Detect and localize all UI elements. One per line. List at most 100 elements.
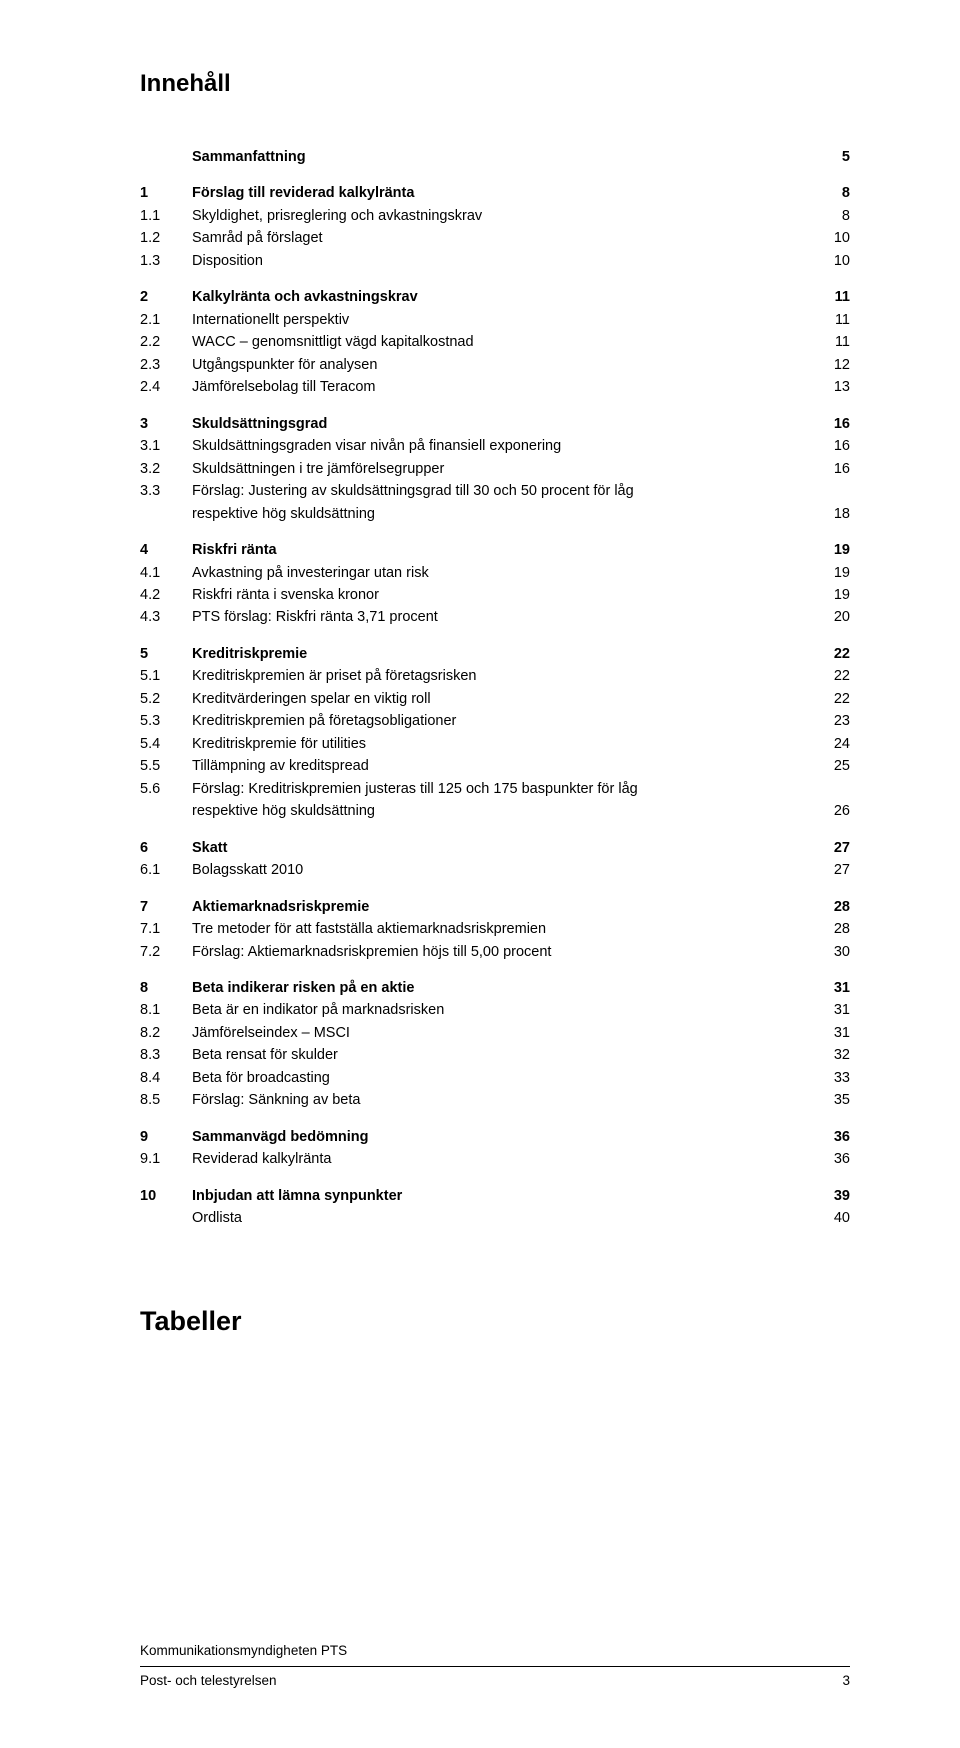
toc-label: Tre metoder för att fastställa aktiemark… (192, 918, 822, 940)
toc-num: 5.6 (140, 778, 192, 800)
toc-page: 8 (822, 205, 850, 227)
toc-page: 23 (822, 710, 850, 732)
toc-sub-row: 4.3PTS förslag: Riskfri ränta 3,71 proce… (140, 606, 850, 628)
toc-num: 8.5 (140, 1089, 192, 1111)
toc-page: 10 (822, 227, 850, 249)
toc-sub-row: 5.5Tillämpning av kreditspread25 (140, 755, 850, 777)
toc-label: Skuldsättningsgrad (192, 413, 822, 435)
toc-num: 8.2 (140, 1022, 192, 1044)
toc-sub-row-wrap: respektive hög skuldsättning26 (140, 800, 850, 822)
toc-page: 12 (822, 354, 850, 376)
toc-num: 6.1 (140, 859, 192, 881)
table-of-contents: Sammanfattning51Förslag till reviderad k… (140, 146, 850, 1230)
toc-sub-row: 2.1Internationellt perspektiv11 (140, 309, 850, 331)
toc-num: 1.2 (140, 227, 192, 249)
toc-page: 19 (822, 562, 850, 584)
toc-section: 4Riskfri ränta194.1Avkastning på investe… (140, 539, 850, 629)
toc-label: PTS förslag: Riskfri ränta 3,71 procent (192, 606, 822, 628)
toc-sub-row: 4.1Avkastning på investeringar utan risk… (140, 562, 850, 584)
footer-org: Kommunikationsmyndigheten PTS (140, 1643, 850, 1667)
toc-num: 5.1 (140, 665, 192, 687)
toc-head-row: 2Kalkylränta och avkastningskrav11 (140, 286, 850, 308)
toc-page: 19 (822, 539, 850, 561)
toc-page: 11 (822, 331, 850, 353)
toc-section: Sammanfattning5 (140, 146, 850, 168)
toc-label: Beta rensat för skulder (192, 1044, 822, 1066)
toc-label: Inbjudan att lämna synpunkter (192, 1185, 822, 1207)
toc-page: 31 (822, 999, 850, 1021)
toc-page: 22 (822, 688, 850, 710)
toc-num: 8 (140, 977, 192, 999)
toc-head-row: 4Riskfri ränta19 (140, 539, 850, 561)
toc-sub-row: 7.2Förslag: Aktiemarknadsriskpremien höj… (140, 941, 850, 963)
toc-label: WACC – genomsnittligt vägd kapitalkostna… (192, 331, 822, 353)
toc-num: 7.2 (140, 941, 192, 963)
toc-sub-row: 4.2Riskfri ränta i svenska kronor19 (140, 584, 850, 606)
toc-sub-row: 1.3Disposition10 (140, 250, 850, 272)
toc-num: 4.3 (140, 606, 192, 628)
toc-page: 31 (822, 977, 850, 999)
toc-page: 35 (822, 1089, 850, 1111)
toc-page: 36 (822, 1126, 850, 1148)
toc-label: Samråd på förslaget (192, 227, 822, 249)
page-title: Innehåll (140, 70, 850, 98)
toc-label: Förslag: Justering av skuldsättningsgrad… (192, 480, 822, 502)
toc-page: 20 (822, 606, 850, 628)
toc-label: Jämförelseindex – MSCI (192, 1022, 822, 1044)
toc-num: 8.3 (140, 1044, 192, 1066)
toc-label: Förslag: Aktiemarknadsriskpremien höjs t… (192, 941, 822, 963)
toc-label: Beta för broadcasting (192, 1067, 822, 1089)
toc-label: Kalkylränta och avkastningskrav (192, 286, 822, 308)
toc-sub-row: 6.1Bolagsskatt 201027 (140, 859, 850, 881)
toc-label: Beta är en indikator på marknadsrisken (192, 999, 822, 1021)
toc-label: respektive hög skuldsättning (192, 503, 822, 525)
toc-page: 8 (822, 182, 850, 204)
toc-page: 19 (822, 584, 850, 606)
toc-page: 24 (822, 733, 850, 755)
toc-sub-row: 3.3Förslag: Justering av skuldsättningsg… (140, 480, 850, 502)
toc-num: 2.4 (140, 376, 192, 398)
toc-section: 6Skatt276.1Bolagsskatt 201027 (140, 837, 850, 882)
toc-label: Beta indikerar risken på en aktie (192, 977, 822, 999)
toc-label: Kreditriskpremie för utilities (192, 733, 822, 755)
toc-section: 5Kreditriskpremie225.1Kreditriskpremien … (140, 643, 850, 823)
toc-head-row: 5Kreditriskpremie22 (140, 643, 850, 665)
toc-label: Reviderad kalkylränta (192, 1148, 822, 1170)
toc-label: Disposition (192, 250, 822, 272)
toc-sub-row: 8.3Beta rensat för skulder32 (140, 1044, 850, 1066)
toc-head-row: 6Skatt27 (140, 837, 850, 859)
toc-label: Riskfri ränta i svenska kronor (192, 584, 822, 606)
toc-num: 6 (140, 837, 192, 859)
toc-num: 9.1 (140, 1148, 192, 1170)
toc-num: 3.2 (140, 458, 192, 480)
toc-label: Internationellt perspektiv (192, 309, 822, 331)
toc-page: 27 (822, 859, 850, 881)
toc-head-row: 10Inbjudan att lämna synpunkter39 (140, 1185, 850, 1207)
toc-section: 8Beta indikerar risken på en aktie318.1B… (140, 977, 850, 1112)
footer-publisher: Post- och telestyrelsen (140, 1673, 277, 1688)
toc-label: Jämförelsebolag till Teracom (192, 376, 822, 398)
toc-section: 10Inbjudan att lämna synpunkter39Ordlist… (140, 1185, 850, 1230)
toc-num: 5.2 (140, 688, 192, 710)
toc-page: 18 (822, 503, 850, 525)
toc-sub-row: 2.2WACC – genomsnittligt vägd kapitalkos… (140, 331, 850, 353)
toc-label: Kreditriskpremie (192, 643, 822, 665)
toc-num: 8.4 (140, 1067, 192, 1089)
toc-page: 22 (822, 665, 850, 687)
toc-sub-row: 9.1Reviderad kalkylränta36 (140, 1148, 850, 1170)
toc-num: 1.1 (140, 205, 192, 227)
toc-num: 2.3 (140, 354, 192, 376)
toc-page: 13 (822, 376, 850, 398)
toc-head-row: 9Sammanvägd bedömning36 (140, 1126, 850, 1148)
toc-label: Skuldsättningsgraden visar nivån på fina… (192, 435, 822, 457)
toc-sub-row: 1.1Skyldighet, prisreglering och avkastn… (140, 205, 850, 227)
toc-label: Avkastning på investeringar utan risk (192, 562, 822, 584)
toc-label: Utgångspunkter för analysen (192, 354, 822, 376)
toc-num: 3.1 (140, 435, 192, 457)
toc-num: 8.1 (140, 999, 192, 1021)
toc-page: 10 (822, 250, 850, 272)
toc-num: 7.1 (140, 918, 192, 940)
toc-label: Förslag: Kreditriskpremien justeras till… (192, 778, 822, 800)
toc-sub-row: 5.4Kreditriskpremie för utilities24 (140, 733, 850, 755)
toc-label: Förslag till reviderad kalkylränta (192, 182, 822, 204)
